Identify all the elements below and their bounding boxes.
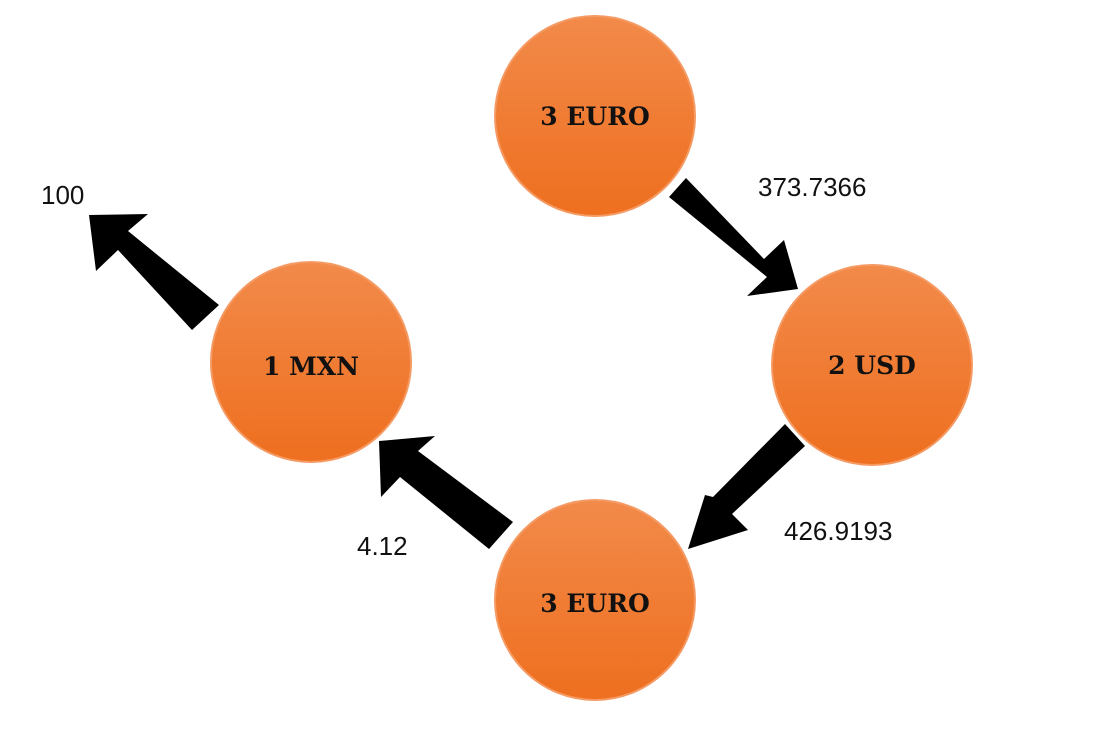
node-left-label: 1 MXN xyxy=(263,352,359,381)
node-bottom: 3 EURO xyxy=(495,500,695,700)
node-right-label: 2 USD xyxy=(828,351,916,380)
node-top-label: 3 EURO xyxy=(540,102,650,131)
edge-label-left-out: 100 xyxy=(41,180,84,210)
node-bottom-label: 3 EURO xyxy=(540,589,650,618)
node-left: 1 MXN xyxy=(211,262,411,462)
edge-label-top-to-right: 373.7366 xyxy=(758,172,866,202)
node-top: 3 EURO xyxy=(495,16,695,216)
edge-label-bottom-to-left: 4.12 xyxy=(357,531,408,561)
arrow-left-out xyxy=(89,214,219,330)
node-right: 2 USD xyxy=(772,265,972,465)
edge-label-right-to-bottom: 426.9193 xyxy=(784,516,892,546)
